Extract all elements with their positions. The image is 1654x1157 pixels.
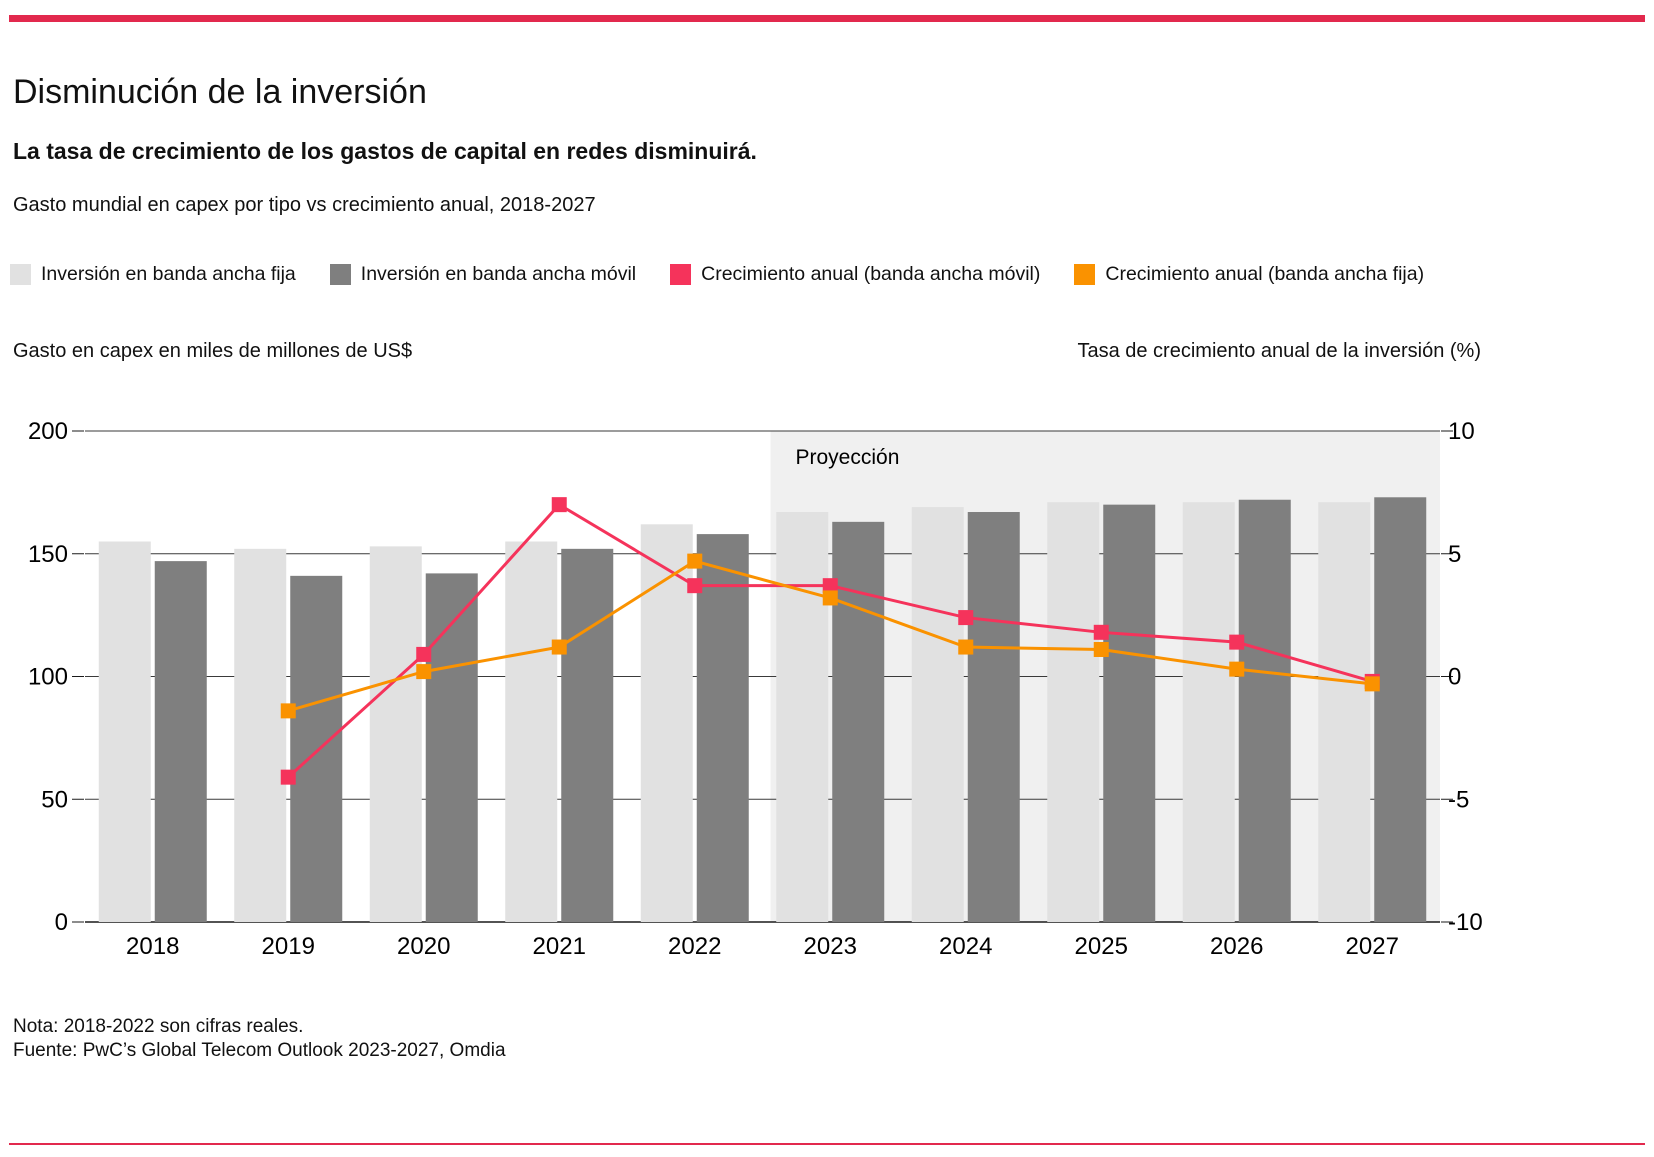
right-axis-caption: Tasa de crecimiento anual de la inversió…	[1077, 340, 1481, 362]
chart-source: Fuente: PwC’s Global Telecom Outlook 202…	[13, 1040, 506, 1061]
line-marker	[1093, 641, 1109, 657]
bar-mobile-2024	[967, 512, 1020, 922]
left-axis-tick-label: 200	[28, 418, 68, 445]
bar-mobile-2023	[832, 521, 885, 922]
x-axis-year-label: 2024	[939, 933, 992, 960]
line-marker	[280, 769, 296, 785]
bar-mobile-2021	[561, 548, 614, 922]
line-marker	[822, 590, 838, 606]
line-marker	[1229, 661, 1245, 677]
bar-mobile-2020	[425, 573, 478, 922]
line-marker	[1364, 676, 1380, 692]
line-marker	[416, 646, 432, 662]
capex-combo-chart: Proyección 0 -10 50 -5 100 0 150 5 200 10 2018 2019 2…	[28, 418, 1483, 960]
chart-description: Gasto mundial en capex por tipo vs creci…	[13, 194, 596, 216]
right-axis-tick-label: -5	[1448, 786, 1469, 813]
legend: Inversión en banda ancha fija Inversión e…	[10, 263, 1641, 286]
legend-label: Crecimiento anual (banda ancha fija)	[1105, 263, 1425, 285]
line-marker	[687, 578, 703, 594]
line-marker	[1093, 624, 1109, 640]
projection-label: Proyección	[796, 446, 900, 469]
page: Disminución de la inversión La tasa de c…	[0, 15, 1654, 1145]
line-marker	[551, 639, 567, 655]
right-axis-tick-label: -10	[1448, 909, 1483, 936]
x-axis-year-label: 2023	[804, 933, 857, 960]
bar-mobile-2027	[1374, 497, 1427, 922]
bar-fixed-2026	[1182, 502, 1235, 922]
top-accent-rule	[9, 15, 1645, 22]
x-axis-year-label: 2026	[1210, 933, 1263, 960]
legend-swatch-icon	[670, 264, 692, 285]
legend-item-1: Inversión en banda ancha móvil	[329, 263, 637, 286]
left-axis-tick-label: 0	[55, 909, 68, 936]
legend-label: Crecimiento anual (banda ancha móvil)	[701, 263, 1041, 285]
x-axis-year-label: 2019	[262, 933, 315, 960]
left-axis-caption: Gasto en capex en miles de millones de U…	[13, 340, 413, 362]
bar-fixed-2020	[369, 546, 422, 922]
bar-fixed-2024	[911, 507, 964, 922]
legend-item-3: Crecimiento anual (banda ancha fija)	[1074, 263, 1424, 286]
bar-mobile-2026	[1238, 499, 1291, 922]
bar-fixed-2022	[640, 524, 693, 922]
left-axis-tick-label: 100	[28, 664, 68, 691]
legend-item-0: Inversión en banda ancha fija	[10, 263, 296, 286]
x-axis-year-label: 2022	[668, 933, 721, 960]
line-marker	[280, 703, 296, 719]
line-marker	[958, 639, 974, 655]
legend-swatch-icon	[10, 264, 31, 285]
right-axis-tick-label: 5	[1448, 541, 1461, 568]
chart-note: Nota: 2018-2022 son cifras reales.	[13, 1016, 304, 1037]
left-axis-tick-label: 150	[28, 541, 68, 568]
x-axis-year-label: 2021	[533, 933, 586, 960]
bar-fixed-2023	[776, 512, 829, 922]
line-marker	[687, 553, 703, 569]
bar-fixed-2018	[98, 541, 151, 922]
legend-swatch-icon	[329, 264, 351, 285]
line-marker	[958, 610, 974, 626]
line-marker	[551, 497, 567, 513]
legend-label: Inversión en banda ancha fija	[41, 263, 296, 285]
bar-fixed-2019	[234, 548, 287, 922]
right-axis-tick-label: 0	[1448, 664, 1461, 691]
x-axis-year-label: 2020	[397, 933, 450, 960]
line-marker	[416, 664, 432, 680]
legend-label: Inversión en banda ancha móvil	[360, 263, 637, 285]
legend-item-2: Crecimiento anual (banda ancha móvil)	[670, 263, 1040, 286]
x-axis-year-label: 2018	[126, 933, 179, 960]
bar-fixed-2027	[1318, 502, 1371, 922]
bar-mobile-2025	[1103, 504, 1156, 922]
x-axis-year-label: 2025	[1075, 933, 1128, 960]
bar-fixed-2025	[1047, 502, 1100, 922]
page-subtitle: La tasa de crecimiento de los gastos de …	[13, 138, 757, 164]
line-marker	[1229, 634, 1245, 650]
axis-captions: Gasto en capex en miles de millones de U…	[13, 340, 1481, 363]
bottom-accent-rule	[9, 1143, 1645, 1145]
line-marker	[822, 578, 838, 594]
left-axis-tick-label: 50	[41, 786, 68, 813]
page-title: Disminución de la inversión	[13, 73, 427, 111]
bar-mobile-2019	[290, 575, 343, 922]
legend-swatch-icon	[1074, 264, 1096, 285]
right-axis-tick-label: 10	[1448, 418, 1475, 445]
bar-mobile-2018	[154, 561, 207, 922]
x-axis-year-label: 2027	[1346, 933, 1399, 960]
bar-fixed-2021	[505, 541, 558, 922]
bar-mobile-2022	[696, 534, 749, 922]
